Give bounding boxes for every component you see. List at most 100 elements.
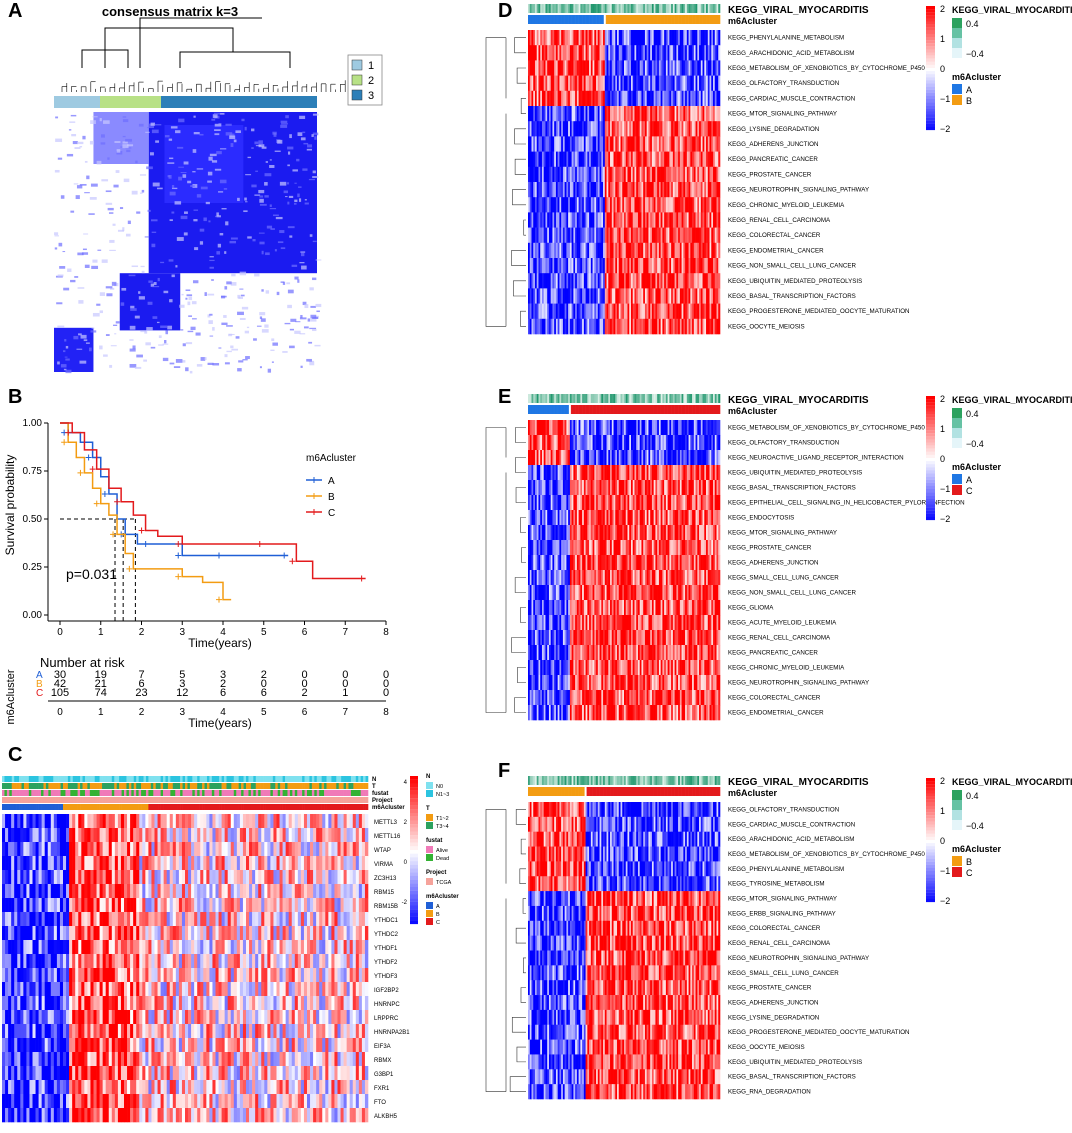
heat-cell: [32, 912, 36, 927]
heat-cell: [334, 1080, 338, 1095]
heat-cell: [343, 1052, 347, 1067]
heat-cell: [26, 996, 30, 1011]
gsva-cell: [576, 60, 579, 76]
gsva-cell: [713, 30, 716, 46]
heat-cell: [47, 856, 52, 871]
heat-cell: [221, 1052, 225, 1067]
heat-cell: [218, 954, 222, 969]
heat-cell: [239, 912, 244, 927]
heat-cell: [273, 856, 277, 871]
heat-cell: [69, 940, 73, 955]
heat-cell: [340, 856, 344, 871]
cluster-annotation-cell: [672, 15, 675, 24]
annotation-cell: [253, 804, 257, 810]
heat-cell: [264, 1010, 268, 1025]
heat-cell: [41, 814, 45, 829]
heat-cell: [63, 1108, 67, 1123]
heat-cell: [279, 898, 283, 913]
matrix-speckle: [314, 344, 321, 347]
matrix-speckle: [92, 312, 100, 317]
heat-cell: [35, 1094, 39, 1109]
heat-cell: [157, 814, 161, 829]
heat-cell: [108, 996, 113, 1011]
heat-cell: [334, 1052, 338, 1067]
cluster-annotation-cell: [681, 15, 684, 24]
annotation-cell: [341, 790, 344, 796]
matrix-speckle: [122, 144, 129, 149]
matrix-speckle: [217, 243, 222, 248]
matrix-speckle: [129, 339, 134, 341]
heat-cell: [270, 856, 274, 871]
heat-cell: [355, 1066, 360, 1081]
risk-value: 21: [95, 678, 107, 690]
heat-cell: [120, 926, 125, 941]
annotation-cell: [150, 797, 154, 803]
heat-cell: [191, 968, 195, 983]
heat-cell: [300, 884, 305, 899]
matrix-speckle: [299, 115, 306, 120]
matrix-speckle: [131, 190, 138, 195]
kegg-annotation-cell: [540, 4, 543, 13]
heat-cell: [17, 828, 21, 843]
heat-cell: [151, 898, 155, 913]
heat-cell: [191, 1094, 195, 1109]
heat-cell: [163, 870, 167, 885]
heat-cell: [108, 954, 113, 969]
annotation-cell: [328, 790, 332, 796]
heat-cell: [2, 940, 6, 955]
heat-cell: [307, 968, 311, 983]
matrix-speckle: [237, 294, 241, 299]
matrix-speckle: [302, 168, 308, 171]
heat-cell: [325, 940, 329, 955]
heat-cell: [291, 898, 296, 913]
matrix-speckle: [73, 183, 79, 185]
heat-cell: [209, 954, 213, 969]
heat-cell: [185, 856, 189, 871]
heat-cell: [252, 1052, 256, 1067]
annotation-cell: [33, 783, 37, 789]
heat-cell: [264, 1080, 268, 1095]
heat-cell: [130, 828, 134, 843]
heat-cell: [50, 940, 55, 955]
heat-cell: [84, 828, 88, 843]
heat-cell: [142, 940, 146, 955]
heat-cell: [47, 842, 52, 857]
heat-cell: [84, 1066, 88, 1081]
heat-cell: [203, 842, 207, 857]
annotation-cell: [128, 804, 132, 810]
heat-cell: [90, 926, 94, 941]
heat-cell: [267, 856, 271, 871]
matrix-speckle: [264, 173, 272, 177]
heat-cell: [130, 814, 134, 829]
gsva-cell: [651, 45, 654, 61]
heat-cell: [44, 968, 49, 983]
annotation-cell: [250, 783, 254, 789]
heat-cell: [334, 898, 338, 913]
annotation-cell: [82, 790, 86, 796]
heat-cell: [288, 1108, 293, 1123]
heat-cell: [47, 1094, 52, 1109]
heat-cell: [261, 912, 265, 927]
gsva-cell: [618, 90, 621, 107]
gsva-cell: [606, 75, 609, 92]
heat-cell: [35, 1038, 39, 1053]
heat-cell: [249, 968, 253, 983]
heat-cell: [328, 1108, 332, 1123]
gsva-cell: [613, 30, 616, 46]
heat-cell: [17, 1108, 21, 1123]
heat-cell: [352, 828, 357, 843]
heat-cell: [185, 1094, 189, 1109]
scale-bar-cell: [410, 809, 418, 814]
gsva-cell: [620, 90, 623, 107]
gene-heatmap: [2, 814, 369, 1123]
heat-cell: [63, 1094, 67, 1109]
cluster-annotation-cell: [566, 15, 569, 24]
heat-cell: [343, 1038, 347, 1053]
risk-value: 30: [54, 669, 66, 681]
annotation-cell: [338, 804, 342, 810]
heat-cell: [194, 926, 198, 941]
matrix-speckle: [84, 192, 90, 194]
heat-cell: [215, 814, 219, 829]
gsva-cell: [693, 75, 696, 92]
gsva-cell: [636, 90, 639, 107]
